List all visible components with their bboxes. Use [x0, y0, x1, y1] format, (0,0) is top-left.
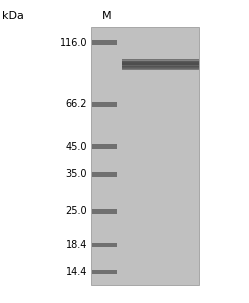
- Bar: [92, 144, 117, 149]
- Bar: [92, 102, 117, 107]
- Bar: [122, 58, 199, 59]
- Bar: [92, 270, 117, 275]
- Bar: [122, 63, 199, 64]
- Bar: [122, 68, 199, 69]
- Bar: [122, 67, 199, 68]
- Bar: [92, 209, 117, 214]
- Bar: [92, 172, 117, 177]
- Text: M: M: [102, 11, 112, 21]
- Bar: [122, 65, 199, 66]
- Text: 18.4: 18.4: [66, 240, 87, 250]
- Text: 45.0: 45.0: [66, 142, 87, 152]
- Bar: [122, 65, 199, 66]
- Bar: [122, 59, 199, 60]
- Bar: [122, 61, 199, 62]
- Text: kDa: kDa: [2, 11, 24, 21]
- Bar: [122, 66, 199, 67]
- Bar: [122, 69, 199, 70]
- Text: 116.0: 116.0: [60, 38, 87, 48]
- Bar: [122, 68, 199, 69]
- Bar: [122, 59, 199, 60]
- Bar: [122, 66, 199, 67]
- Bar: [122, 62, 199, 63]
- Text: 25.0: 25.0: [65, 206, 87, 216]
- Text: 66.2: 66.2: [66, 99, 87, 109]
- Bar: [122, 69, 199, 70]
- Bar: [122, 62, 199, 63]
- Bar: [122, 60, 199, 61]
- Bar: [122, 63, 199, 64]
- Bar: [122, 64, 199, 65]
- Bar: [91, 27, 199, 285]
- Text: 35.0: 35.0: [66, 169, 87, 179]
- Bar: [92, 40, 117, 45]
- Bar: [122, 64, 199, 65]
- Bar: [92, 243, 117, 248]
- Text: 14.4: 14.4: [66, 267, 87, 277]
- Bar: [122, 61, 199, 62]
